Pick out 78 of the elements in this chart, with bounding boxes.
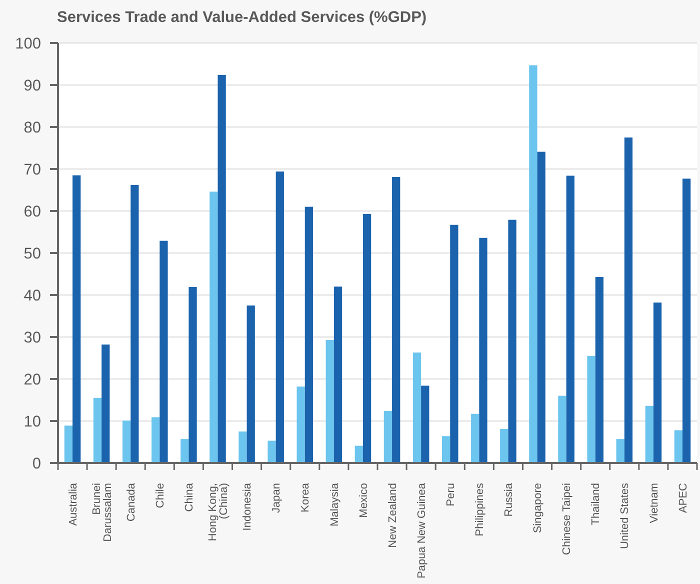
bar: [354, 446, 363, 463]
x-tick-label: Hong Kong, (China): [207, 483, 230, 542]
bar: [180, 439, 189, 463]
bar: [93, 398, 102, 463]
bar: [479, 238, 488, 463]
bar: [384, 410, 392, 463]
x-tick-label: Philippines: [474, 482, 486, 536]
bar: [304, 206, 314, 463]
x-tick-label: Indonesia: [242, 482, 254, 531]
y-tick-label: 70: [24, 161, 42, 178]
bar: [334, 286, 342, 463]
bar: [558, 396, 566, 463]
y-tick-label: 80: [24, 119, 42, 136]
x-tick-label: United States: [619, 482, 632, 550]
bar: [595, 276, 604, 463]
bar: [296, 386, 305, 463]
bar: [587, 356, 596, 463]
x-tick-label: New Zealand: [386, 483, 399, 548]
y-tick-label: 10: [24, 413, 42, 430]
y-tick-label: 50: [24, 245, 42, 262]
bar: [72, 175, 81, 463]
bar: [362, 214, 372, 463]
x-tick-label: Malaysia: [328, 482, 341, 526]
bar: [188, 287, 197, 463]
bar: [653, 302, 662, 463]
x-tick-label: Russia: [503, 482, 516, 517]
bar: [238, 432, 247, 463]
bar: [566, 176, 574, 463]
x-tick-label: Papua New Guinea: [416, 482, 428, 578]
x-tick-label: Chile: [154, 483, 167, 508]
bar: [64, 426, 73, 463]
x-tick-label: Singapore: [532, 483, 544, 534]
bar: [450, 224, 458, 463]
bar: [326, 340, 334, 463]
x-tick-label: APEC: [677, 482, 690, 513]
x-tick-label: Brunei Darussalam: [90, 483, 114, 542]
bar: [152, 417, 160, 463]
x-tick-label: Korea: [300, 482, 312, 512]
x-tick-label: Japan: [270, 483, 283, 513]
bar: [268, 440, 276, 463]
chart-title: Services Trade and Value-Added Services (%GDP): [57, 9, 427, 26]
bar: [130, 184, 139, 463]
bar: [616, 439, 624, 463]
bar: [421, 386, 430, 463]
bar: [500, 428, 508, 463]
x-tick-label: Peru: [444, 483, 457, 506]
x-tick-label: Chinese Taipei: [561, 483, 574, 555]
x-tick-label: China: [184, 482, 196, 512]
y-tick-label: 60: [24, 203, 42, 220]
x-tick-label: Vietnam: [648, 483, 660, 524]
bar: [508, 220, 516, 463]
bar: [471, 414, 480, 463]
bar: [645, 406, 654, 463]
bar: [624, 138, 633, 463]
bar: [537, 152, 546, 463]
x-tick-label: Australia: [67, 482, 80, 526]
bar: [218, 74, 226, 463]
bar: [442, 436, 450, 463]
bar: [160, 240, 168, 463]
y-tick-label: 0: [32, 455, 42, 472]
bar: [102, 344, 110, 463]
bar: [529, 65, 538, 463]
bar: [392, 176, 400, 463]
y-tick-label: 20: [24, 371, 42, 388]
bar: [122, 420, 131, 463]
bar: [674, 430, 682, 463]
bar: [210, 192, 218, 463]
bar: [276, 172, 284, 463]
x-tick-label: Canada: [125, 482, 138, 522]
y-tick-label: 40: [24, 287, 42, 304]
bar: [412, 352, 422, 463]
y-tick-label: 30: [24, 329, 42, 346]
x-tick-label: Mexico: [358, 483, 370, 518]
bar: [682, 178, 691, 463]
x-tick-label: Thailand: [590, 483, 602, 526]
y-tick-label: 90: [24, 77, 42, 94]
y-tick-label: 100: [15, 35, 42, 52]
bar: [246, 306, 255, 463]
